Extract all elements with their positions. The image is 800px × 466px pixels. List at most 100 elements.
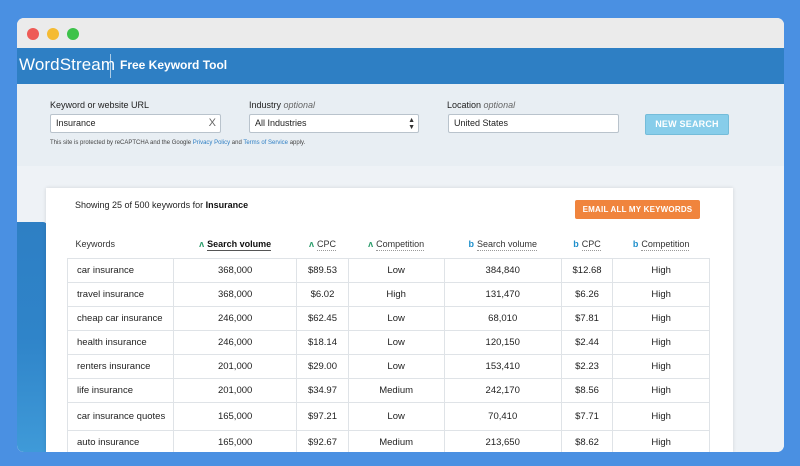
- table-cell-bing-search-volume: 131,470: [443, 282, 562, 307]
- terms-of-service-link[interactable]: Terms of Service: [243, 140, 289, 146]
- column-header-bing-competition[interactable]: b Competition: [613, 230, 710, 259]
- app-header: WordStream Free Keyword Tool: [17, 48, 784, 84]
- table-cell-google-search-volume: 165,000: [172, 402, 298, 431]
- table-row: cheap car insurance 246,000 $62.45 Low 68,01…: [67, 306, 710, 331]
- table-cell-bing-competition: High: [612, 378, 710, 403]
- location-optional: optional: [483, 100, 516, 110]
- table-row: car insurance quotes 165,000 $97.21 Low 70,4…: [67, 402, 710, 431]
- column-header-google-competition[interactable]: ʌ Competition: [348, 230, 444, 259]
- table-row: auto insurance 165,000 $92.67 Medium 213,650…: [67, 430, 710, 452]
- keyword-input[interactable]: Insurance X: [50, 114, 221, 133]
- column-header-label: CPC: [581, 239, 601, 251]
- keyword-cell: renters insurance: [67, 354, 174, 379]
- table-cell-google-competition: Low: [347, 306, 445, 331]
- privacy-policy-link[interactable]: Privacy Policy: [192, 140, 231, 146]
- table-cell-google-competition: Low: [347, 354, 445, 379]
- table-cell-google-cpc: $29.00: [296, 354, 349, 379]
- table-cell-google-search-volume: 368,000: [172, 258, 298, 283]
- close-icon[interactable]: X: [208, 117, 216, 129]
- table-cell-bing-search-volume: 153,410: [443, 354, 562, 379]
- table-cell-google-search-volume: 246,000: [172, 330, 298, 355]
- tool-title: Free Keyword Tool: [120, 58, 228, 72]
- keyword-cell: car insurance: [67, 258, 174, 283]
- table-cell-google-cpc: $92.67: [296, 430, 349, 452]
- table-cell-google-cpc: $62.45: [296, 306, 349, 331]
- column-header-keywords[interactable]: Keywords: [68, 230, 174, 259]
- table-cell-google-cpc: $6.02: [296, 282, 349, 307]
- table-cell-google-competition: Low: [347, 402, 445, 431]
- table-header-row: Keywords ʌ Search volume ʌ CPC ʌ Competition b S…: [68, 230, 710, 259]
- new-search-button[interactable]: NEW SEARCH: [645, 114, 729, 135]
- minimize-window-button[interactable]: [47, 28, 59, 40]
- table-cell-bing-cpc: $7.81: [560, 306, 614, 331]
- location-label: Location optional: [447, 100, 515, 110]
- results-summary: Showing 25 of 500 keywords for Insurance: [75, 200, 248, 210]
- keywords-table: Keywords ʌ Search volume ʌ CPC ʌ Competition b S…: [67, 230, 710, 452]
- browser-window: WordStream Free Keyword Tool Keyword or …: [17, 18, 784, 452]
- table-cell-bing-competition: High: [612, 282, 710, 307]
- search-panel: Keyword or website URL Insurance X Indus…: [17, 84, 784, 166]
- bing-icon: b: [573, 239, 579, 249]
- recaptcha-prefix: This site is protected by reCAPTCHA and …: [50, 140, 192, 146]
- select-arrows-icon: ▲ ▼: [408, 117, 415, 131]
- column-header-google-search-volume[interactable]: ʌ Search volume: [174, 230, 297, 259]
- google-ads-icon: ʌ: [368, 239, 374, 249]
- table-row: travel insurance 368,000 $6.02 High 131,470 $…: [67, 282, 710, 307]
- table-cell-bing-search-volume: 213,650: [443, 430, 562, 452]
- recaptcha-notice: This site is protected by reCAPTCHA and …: [50, 140, 305, 146]
- table-cell-google-competition: Low: [347, 330, 445, 355]
- table-cell-bing-competition: High: [612, 306, 710, 331]
- table-row: renters insurance 201,000 $29.00 Low 153,410…: [67, 354, 710, 379]
- location-label-text: Location: [447, 100, 482, 110]
- location-input[interactable]: United States: [448, 114, 619, 133]
- location-input-value: United States: [454, 118, 509, 128]
- keyword-cell: life insurance: [67, 378, 174, 403]
- google-ads-icon: ʌ: [199, 239, 205, 249]
- industry-select[interactable]: All Industries ▲ ▼: [249, 114, 419, 133]
- table-cell-bing-competition: High: [612, 258, 710, 283]
- results-summary-text: Showing 25 of 500 keywords for: [75, 200, 204, 210]
- table-cell-bing-search-volume: 68,010: [443, 306, 562, 331]
- email-keywords-button[interactable]: EMAIL ALL MY KEYWORDS: [575, 200, 700, 219]
- column-header-bing-search-volume[interactable]: b Search volume: [444, 230, 561, 259]
- table-cell-google-cpc: $18.14: [296, 330, 349, 355]
- results-summary-keyword: Insurance: [205, 200, 249, 210]
- bing-icon: b: [468, 239, 474, 249]
- table-cell-google-competition: Medium: [347, 430, 445, 452]
- table-cell-bing-search-volume: 384,840: [443, 258, 562, 283]
- table-cell-bing-cpc: $12.68: [560, 258, 614, 283]
- results-card: Showing 25 of 500 keywords for Insurance…: [46, 188, 733, 452]
- industry-label-text: Industry: [249, 100, 282, 110]
- keyword-input-value: Insurance: [56, 118, 96, 128]
- header-divider: [110, 54, 111, 78]
- keyword-label: Keyword or website URL: [50, 100, 149, 110]
- column-header-bing-cpc[interactable]: b CPC: [561, 230, 612, 259]
- keyword-cell: car insurance quotes: [67, 402, 174, 431]
- maximize-window-button[interactable]: [67, 28, 79, 40]
- table-cell-google-search-volume: 368,000: [172, 282, 298, 307]
- table-cell-bing-search-volume: 70,410: [443, 402, 562, 431]
- table-row: health insurance 246,000 $18.14 Low 120,150 $…: [67, 330, 710, 355]
- keyword-cell: health insurance: [67, 330, 174, 355]
- column-header-label: Search volume: [476, 239, 537, 251]
- brand-logo[interactable]: WordStream: [19, 55, 116, 74]
- table-cell-google-cpc: $89.53: [296, 258, 349, 283]
- column-header-label: Competition: [376, 239, 425, 251]
- table-cell-bing-competition: High: [612, 402, 710, 431]
- table-cell-google-search-volume: 201,000: [172, 378, 298, 403]
- column-header-label: Search volume: [207, 239, 272, 251]
- table-cell-bing-search-volume: 120,150: [443, 330, 562, 355]
- keyword-label-text: Keyword or website URL: [50, 100, 150, 110]
- close-window-button[interactable]: [27, 28, 39, 40]
- results-area: Showing 25 of 500 keywords for Insurance…: [17, 166, 784, 452]
- column-header-label: CPC: [316, 239, 336, 251]
- table-cell-google-competition: Low: [347, 258, 445, 283]
- table-cell-bing-cpc: $8.62: [560, 430, 614, 452]
- table-cell-google-search-volume: 201,000: [172, 354, 298, 379]
- keyword-cell: cheap car insurance: [67, 306, 174, 331]
- column-header-google-cpc[interactable]: ʌ CPC: [297, 230, 348, 259]
- recaptcha-suffix: apply.: [289, 140, 306, 146]
- table-cell-bing-cpc: $6.26: [560, 282, 614, 307]
- industry-select-value: All Industries: [255, 118, 307, 128]
- table-cell-bing-cpc: $2.44: [560, 330, 614, 355]
